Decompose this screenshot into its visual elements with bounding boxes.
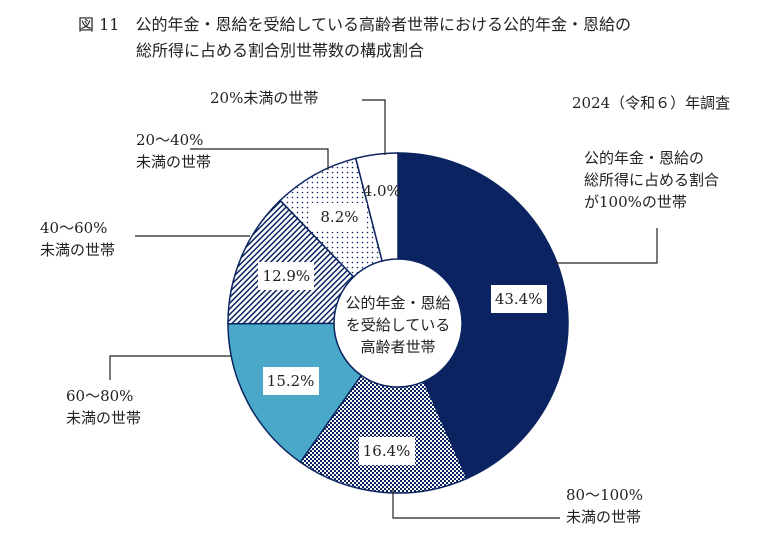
- category-label-2-1: 未満の世帯: [66, 409, 142, 427]
- center-label-1: 公的年金・恩給: [345, 294, 451, 312]
- value-label-3: 12.9%: [258, 262, 315, 291]
- category-label-5-0: 20%未満の世帯: [210, 89, 319, 107]
- value-label-1: 16.4%: [358, 436, 415, 465]
- category-label-1-0: 80～100%: [566, 486, 643, 504]
- leader-lines: [109, 99, 658, 519]
- chart-title-line2: 総所得に占める割合別世帯数の構成割合: [136, 41, 425, 60]
- slice-1: [299, 374, 468, 494]
- slice-3: [227, 199, 355, 325]
- category-label-4-0: 20～40%: [136, 131, 204, 149]
- value-label-0: 43.4%: [490, 284, 547, 313]
- category-label-0-2: が100%の世帯: [584, 193, 687, 211]
- center-label-2: を受給している: [345, 316, 451, 334]
- value-label-4: 8.2%: [311, 203, 368, 232]
- category-label-3-0: 40～60%: [40, 219, 108, 237]
- category-label-1-1: 未満の世帯: [566, 508, 642, 526]
- value-label-2: 15.2%: [262, 366, 319, 395]
- category-label-4-1: 未満の世帯: [136, 153, 212, 171]
- survey-year: 2024（令和６）年調査: [572, 94, 731, 112]
- leader-line-80-100: [392, 488, 560, 519]
- center-label-3: 高齢者世帯: [360, 338, 436, 356]
- category-label-0-0: 公的年金・恩給の: [584, 149, 705, 167]
- category-label-3-1: 未満の世帯: [40, 241, 116, 259]
- leader-line-60-80: [109, 355, 232, 380]
- category-label-0-1: 総所得に占める割合: [584, 171, 720, 189]
- leader-line-100: [555, 228, 658, 264]
- leader-line-20-40: [190, 148, 329, 170]
- chart-title-line1: 図 11 公的年金・恩給を受給している高齢者世帯における公的年金・恩給の: [78, 15, 631, 34]
- value-label-5: 4.0%: [362, 182, 401, 201]
- category-label-2-0: 60～80%: [66, 387, 134, 405]
- leader-line-under-20: [362, 99, 386, 155]
- slice-0: [397, 152, 569, 480]
- slice-5: [354, 152, 399, 262]
